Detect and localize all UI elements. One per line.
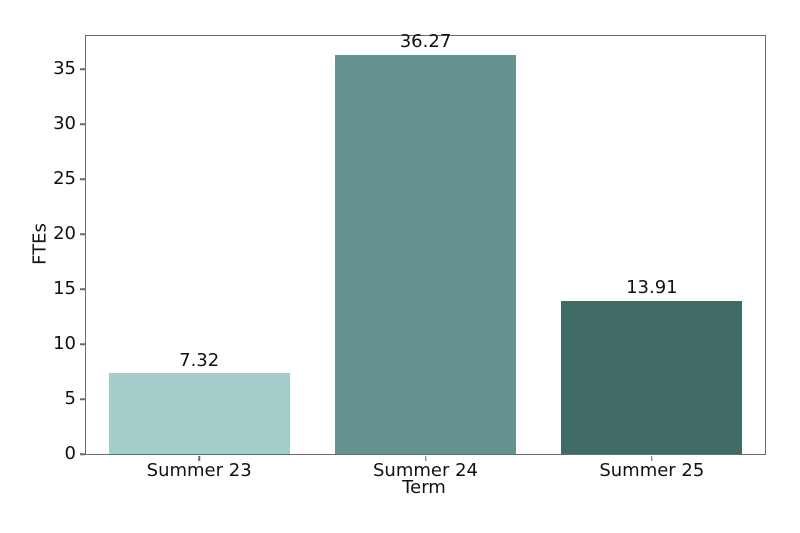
y-tick-label: 25 (53, 168, 76, 189)
bar-summer-23 (108, 373, 290, 454)
bar-value-label-summer-25: 13.91 (626, 277, 678, 299)
plot-area: 0 5 10 15 20 25 30 35 7.32 Summer 23 36.27 Summer 2… (53, 31, 766, 480)
y-tick-label: 35 (53, 58, 76, 79)
x-tick-mark (651, 455, 653, 461)
y-tick-mark (79, 178, 85, 180)
bar-value-label-summer-24: 36.27 (399, 31, 452, 53)
y-tick-mark (79, 123, 85, 125)
x-tick-label-summer-24: Summer 24 (372, 460, 479, 481)
y-tick-label: 15 (53, 278, 76, 299)
y-tick-mark (79, 453, 85, 455)
y-tick-mark (79, 288, 85, 290)
x-tick-mark (198, 455, 200, 461)
y-tick-mark (79, 233, 85, 235)
x-tick-mark (424, 455, 427, 461)
y-tick-label: 5 (64, 388, 76, 409)
y-tick-label: 30 (53, 113, 76, 134)
x-axis-title: Term (402, 477, 446, 498)
bar-summer-24 (334, 55, 517, 454)
y-axis-title: FTEs (29, 223, 51, 265)
x-tick-label-summer-25: Summer 25 (599, 460, 705, 481)
y-tick-mark (79, 68, 85, 70)
y-tick-label: 20 (53, 223, 76, 244)
y-tick-mark (79, 398, 85, 400)
y-tick-mark (79, 343, 85, 345)
x-tick-label-summer-23: Summer 23 (146, 460, 252, 481)
y-tick-label: 10 (53, 333, 76, 354)
bar-summer-25 (561, 301, 743, 454)
bar-value-label-summer-23: 7.32 (179, 349, 220, 371)
y-tick-label: 0 (64, 443, 76, 464)
